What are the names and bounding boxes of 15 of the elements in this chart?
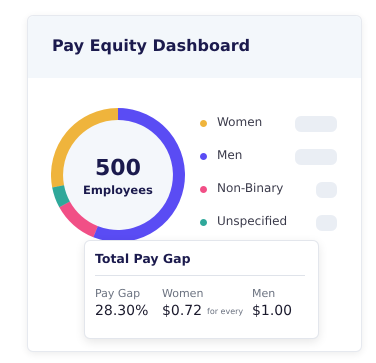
- text: $0.72: [162, 303, 202, 319]
- text: Total Pay Gap: [95, 251, 191, 266]
- text: Pay Gap: [95, 287, 140, 300]
- text: 28.30%: [95, 303, 148, 319]
- legend-label: Men: [217, 148, 242, 162]
- text: for every: [207, 307, 244, 316]
- legend-label: Women: [217, 115, 262, 129]
- text: $1.00: [252, 303, 292, 319]
- legend-label: Non-Binary: [217, 181, 284, 195]
- text: Men: [252, 287, 276, 300]
- text: Women: [162, 287, 204, 300]
- text: Employees: [83, 183, 153, 197]
- text: 500: [95, 156, 141, 181]
- chart-title: Pay Equity Dashboard: [52, 36, 250, 55]
- legend-label: Unspecified: [217, 214, 288, 228]
